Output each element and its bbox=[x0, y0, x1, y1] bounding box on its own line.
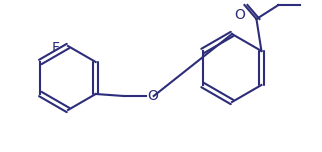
Text: O: O bbox=[148, 89, 159, 103]
Text: F: F bbox=[52, 41, 60, 55]
Text: O: O bbox=[234, 8, 245, 22]
